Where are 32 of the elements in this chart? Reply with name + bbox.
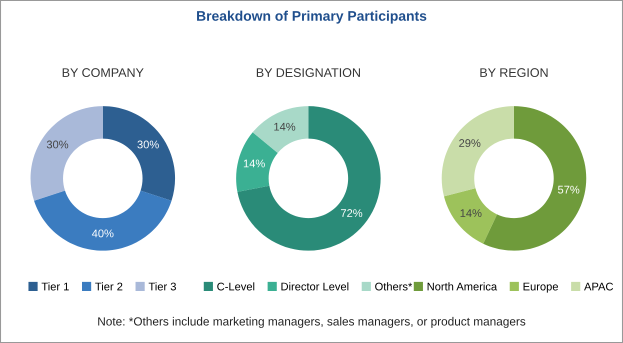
legend-label: Tier 2 (95, 282, 122, 290)
legend-label: APAC (584, 282, 614, 290)
text: Note: *Others include marketing managers, sales managers, or product managers (98, 316, 526, 328)
data-label: 14% (274, 122, 296, 131)
data-label: 72% (340, 209, 362, 217)
legend-label: Europe (524, 282, 558, 293)
donut-slice (30, 106, 103, 201)
donut-slice (236, 132, 278, 192)
chart-title: BY DESIGNATION (256, 68, 360, 78)
donut-slice (102, 106, 176, 201)
legend-label: C-Level (217, 282, 254, 290)
text: Breakdown of Primary Participants (197, 10, 426, 24)
donut-slice (442, 106, 514, 196)
donut-slice (237, 106, 381, 251)
chart-title: BY REGION (480, 68, 548, 78)
data-label: 14% (460, 209, 482, 217)
donut-slice (444, 188, 498, 244)
chart-title: BY COMPANY (62, 68, 144, 78)
data-label: 40% (92, 229, 114, 238)
donut-slice (34, 190, 172, 251)
legend-label: Director Level (281, 282, 348, 290)
data-label: 29% (459, 139, 480, 148)
data-label: 30% (137, 140, 159, 148)
legend-label: Tier 1 (42, 282, 69, 290)
data-label: 14% (244, 160, 265, 168)
legend-label: North America (428, 282, 498, 290)
donut-slice (483, 106, 586, 251)
data-label: 30% (46, 140, 68, 148)
donut-slice (252, 106, 308, 154)
data-label: 57% (558, 186, 580, 194)
legend-label: Tier 3 (148, 282, 176, 290)
legend-label: Others* (375, 282, 412, 290)
